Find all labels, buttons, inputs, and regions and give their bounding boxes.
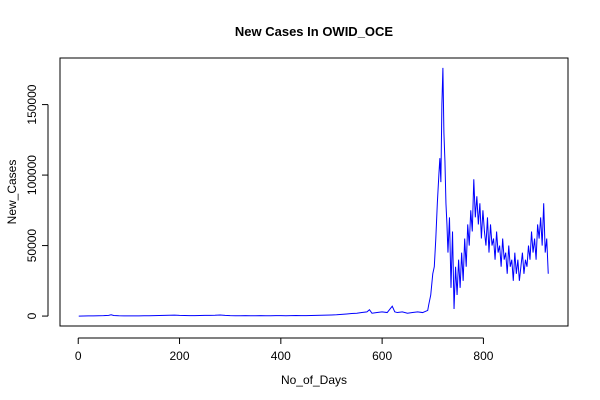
x-tick-label: 400 xyxy=(271,349,291,363)
x-tick-label: 800 xyxy=(473,349,493,363)
y-tick-label: 100000 xyxy=(25,155,39,195)
x-tick-label: 0 xyxy=(75,349,82,363)
y-tick-label: 50000 xyxy=(25,229,39,263)
x-tick-label: 200 xyxy=(170,349,190,363)
x-axis-label: No_of_Days xyxy=(281,373,347,387)
x-tick-label: 600 xyxy=(372,349,392,363)
data-line xyxy=(78,67,549,317)
y-tick-label: 150000 xyxy=(25,84,39,124)
y-axis-label: New_Cases xyxy=(5,160,19,225)
y-tick-label: 0 xyxy=(25,312,39,319)
chart-title: New Cases In OWID_OCE xyxy=(235,24,394,39)
plot-box xyxy=(59,57,569,327)
